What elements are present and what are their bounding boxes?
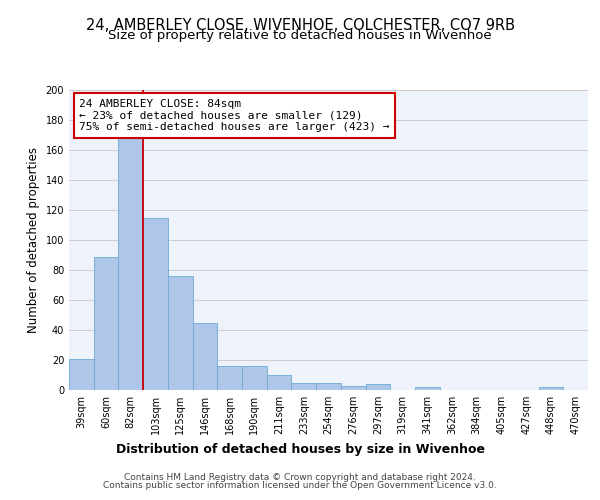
Text: 24, AMBERLEY CLOSE, WIVENHOE, COLCHESTER, CO7 9RB: 24, AMBERLEY CLOSE, WIVENHOE, COLCHESTER… — [86, 18, 515, 32]
Bar — [341, 386, 365, 390]
Bar — [193, 322, 217, 390]
Bar — [539, 387, 563, 390]
Text: Distribution of detached houses by size in Wivenhoe: Distribution of detached houses by size … — [115, 442, 485, 456]
Bar — [143, 218, 168, 390]
Text: Size of property relative to detached houses in Wivenhoe: Size of property relative to detached ho… — [108, 29, 492, 42]
Bar — [292, 382, 316, 390]
Text: Contains HM Land Registry data © Crown copyright and database right 2024.: Contains HM Land Registry data © Crown c… — [124, 472, 476, 482]
Bar — [118, 138, 143, 390]
Y-axis label: Number of detached properties: Number of detached properties — [27, 147, 40, 333]
Text: 24 AMBERLEY CLOSE: 84sqm
← 23% of detached houses are smaller (129)
75% of semi-: 24 AMBERLEY CLOSE: 84sqm ← 23% of detach… — [79, 99, 390, 132]
Bar — [168, 276, 193, 390]
Bar — [217, 366, 242, 390]
Bar — [316, 382, 341, 390]
Bar — [94, 256, 118, 390]
Bar — [242, 366, 267, 390]
Bar — [267, 375, 292, 390]
Bar — [415, 387, 440, 390]
Bar — [69, 358, 94, 390]
Bar — [365, 384, 390, 390]
Text: Contains public sector information licensed under the Open Government Licence v3: Contains public sector information licen… — [103, 481, 497, 490]
